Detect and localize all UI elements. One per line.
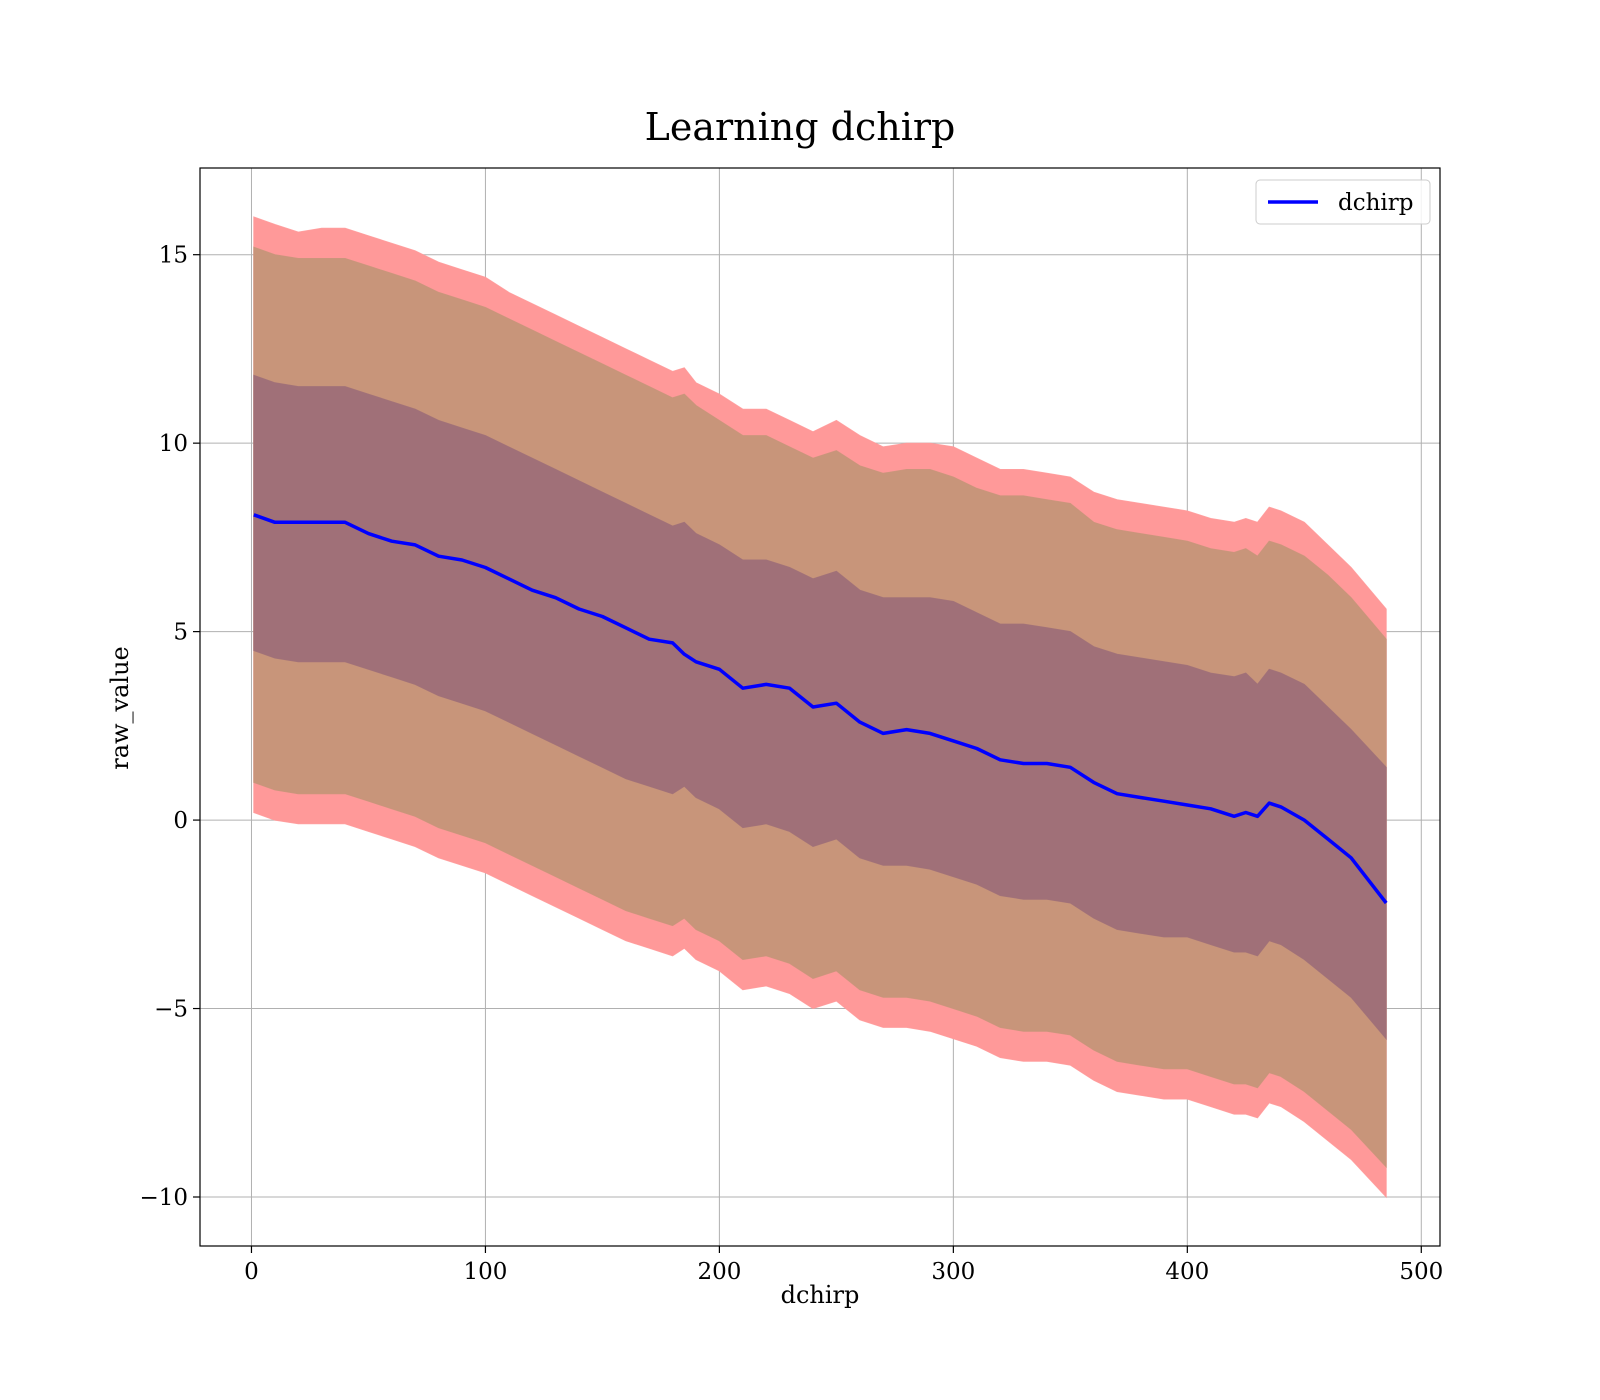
x-tick-label: 100 [463, 1259, 507, 1285]
x-tick-label: 400 [1165, 1259, 1209, 1285]
x-axis-ticks: 0 100 200 300 400 500 [244, 1246, 1443, 1285]
series-line-dchirp [253, 513, 1388, 905]
x-tick-label: 500 [1399, 1259, 1443, 1285]
y-tick-label: 15 [159, 243, 188, 269]
legend: dchirp [1255, 179, 1431, 225]
x-tick-label: 200 [697, 1259, 741, 1285]
x-tick-label: 300 [931, 1259, 975, 1285]
x-tick-label: 0 [244, 1259, 259, 1285]
y-axis-ticks: −10 −5 0 5 10 15 [139, 243, 200, 1211]
x-axis-label: dchirp [781, 1281, 860, 1309]
y-tick-label: 10 [159, 431, 188, 457]
y-tick-label: 5 [173, 620, 188, 646]
plot-frame [199, 167, 1441, 1247]
y-axis-label: raw_value [106, 646, 134, 770]
line-layer [253, 513, 1388, 905]
legend-label-dchirp: dchirp [1338, 190, 1414, 216]
y-tick-label: −5 [154, 997, 188, 1023]
legend-box [1255, 179, 1431, 225]
y-tick-label: −10 [139, 1185, 188, 1211]
y-tick-label: 0 [173, 808, 188, 834]
chart-title: Learning dchirp [645, 105, 956, 149]
